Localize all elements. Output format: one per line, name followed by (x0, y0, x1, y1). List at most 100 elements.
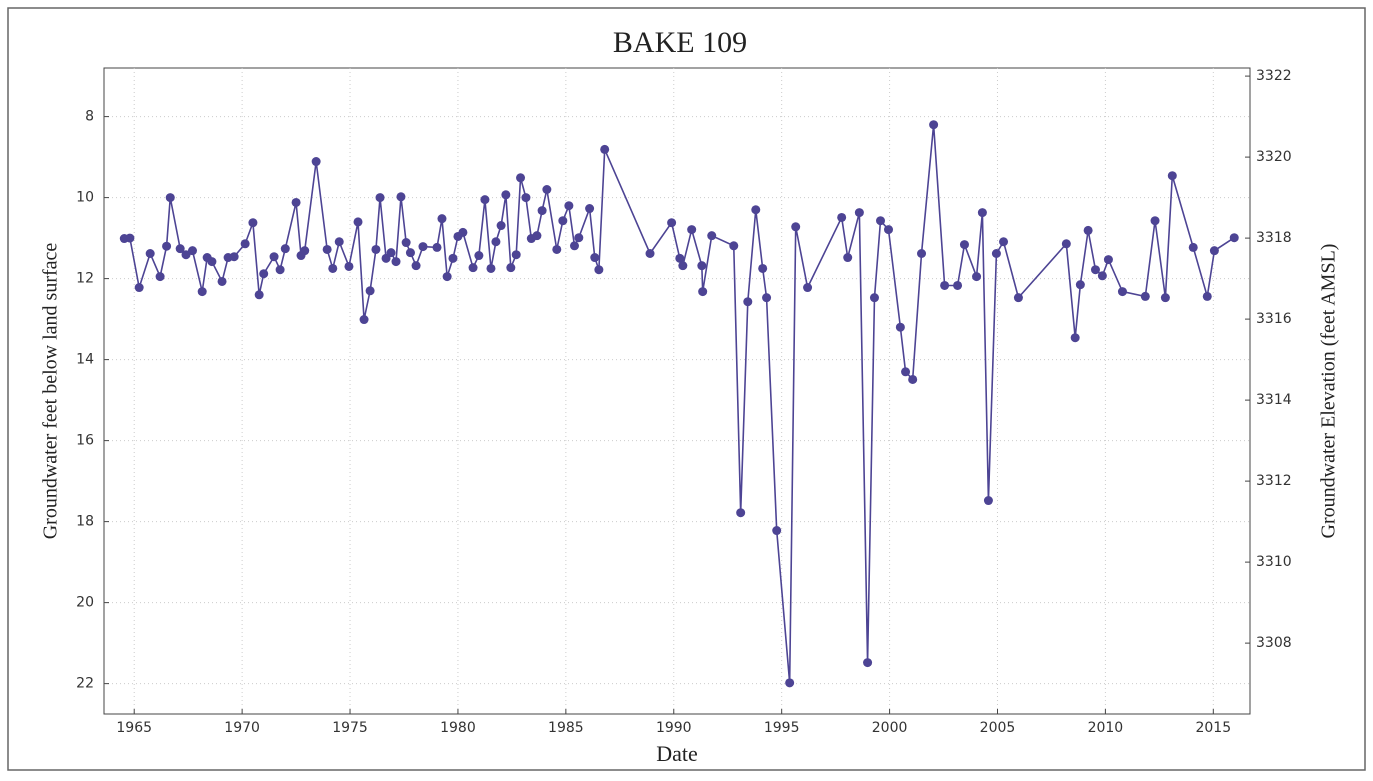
data-point (1083, 225, 1093, 235)
data-point (125, 233, 135, 243)
data-point (1090, 265, 1100, 275)
data-point (418, 242, 428, 252)
data-point (269, 252, 279, 262)
data-point (675, 253, 685, 263)
data-point (729, 241, 739, 251)
data-point (411, 261, 421, 271)
data-point (698, 287, 708, 297)
data-point (442, 272, 452, 282)
data-point (645, 248, 655, 258)
data-point (448, 253, 458, 263)
chart-title: BAKE 109 (613, 26, 747, 59)
data-point (291, 197, 301, 207)
data-point (1117, 287, 1127, 297)
x-tick-label: 1975 (332, 720, 368, 736)
data-point (772, 526, 782, 536)
data-point (259, 269, 269, 279)
data-point (207, 257, 217, 267)
data-point (1150, 216, 1160, 226)
data-point (1209, 246, 1219, 256)
data-point (1097, 271, 1107, 281)
data-point (322, 244, 332, 254)
data-point (437, 214, 447, 224)
data-point (391, 257, 401, 267)
x-tick-label: 1995 (764, 720, 800, 736)
data-point (300, 246, 310, 256)
data-point (564, 201, 574, 211)
data-point (707, 231, 717, 241)
x-tick-label: 1990 (656, 720, 692, 736)
y-tick-label: 10 (76, 190, 94, 206)
data-point (254, 290, 264, 300)
data-point (506, 263, 516, 273)
data-point (876, 216, 886, 226)
data-point (1188, 242, 1198, 252)
data-point (468, 263, 478, 273)
data-point (558, 216, 568, 226)
data-point (197, 287, 207, 297)
data-point (959, 240, 969, 250)
data-point (743, 297, 753, 307)
data-point (344, 261, 354, 271)
data-point (511, 250, 521, 260)
x-tick-label: 2010 (1088, 720, 1124, 736)
data-point (486, 263, 496, 273)
data-point (697, 261, 707, 271)
data-point (843, 253, 853, 263)
data-point (365, 286, 375, 296)
data-point (869, 293, 879, 303)
data-point (1103, 255, 1113, 265)
data-point (678, 261, 688, 271)
data-point (386, 248, 396, 258)
data-point (762, 293, 772, 303)
data-point (187, 246, 197, 256)
data-point (863, 658, 873, 668)
data-point (785, 678, 795, 688)
data-point (516, 173, 526, 183)
data-point (854, 208, 864, 218)
x-tick-label: 1980 (440, 720, 476, 736)
y-axis-label: Groundwater feet below land surface (40, 243, 62, 540)
data-point (687, 225, 697, 235)
data-point (181, 250, 191, 260)
data-point (991, 248, 1001, 258)
data-point (491, 237, 501, 247)
x-axis-label: Date (656, 741, 698, 766)
data-point (334, 237, 344, 247)
data-point (940, 280, 950, 290)
data-point (311, 157, 321, 167)
data-point (929, 120, 939, 130)
data-point (1061, 239, 1071, 249)
y-tick-label: 8 (85, 109, 94, 125)
data-point (162, 241, 172, 251)
data-point (667, 218, 677, 228)
data-point (569, 241, 579, 251)
data-point (736, 508, 746, 518)
data-point (532, 231, 542, 241)
data-point (165, 193, 175, 203)
data-point (600, 144, 610, 154)
data-point (521, 193, 531, 203)
data-point (1070, 333, 1080, 343)
data-point (590, 253, 600, 263)
y2-tick-label: 3316 (1256, 311, 1292, 327)
data-point (803, 283, 813, 293)
data-point (594, 265, 604, 275)
data-point (474, 251, 484, 261)
y2-tick-label: 3314 (1256, 392, 1292, 408)
data-point (240, 239, 250, 249)
data-point (1140, 291, 1150, 301)
x-tick-label: 1965 (116, 720, 152, 736)
data-point (353, 217, 363, 227)
data-point (248, 218, 258, 228)
data-point (501, 190, 511, 200)
data-point (280, 244, 290, 254)
y2-tick-label: 3312 (1256, 473, 1292, 489)
data-point (972, 272, 982, 282)
data-point (229, 252, 239, 262)
data-point (552, 244, 562, 254)
y-tick-label: 16 (76, 433, 94, 449)
data-point (145, 248, 155, 258)
